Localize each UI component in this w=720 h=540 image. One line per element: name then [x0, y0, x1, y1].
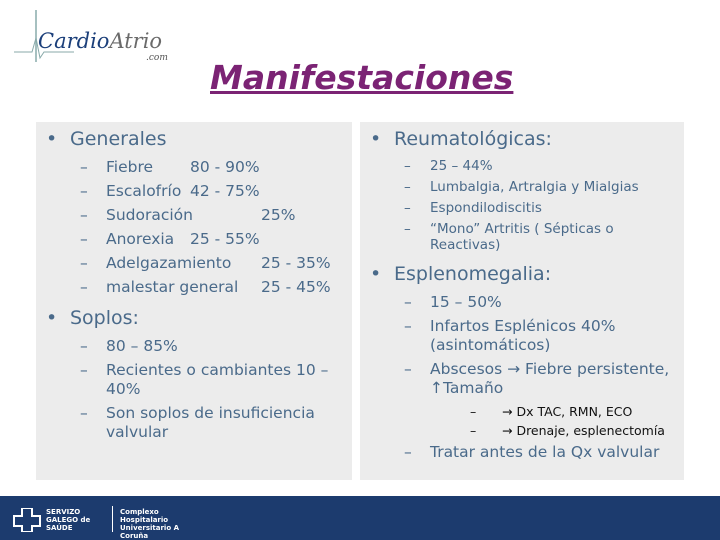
sub-value: 42 - 75% — [190, 182, 260, 200]
sub-item: Anorexia 25 - 55% — [70, 230, 346, 249]
sub-sub-item: → Dx TAC, RMN, ECO — [470, 404, 678, 419]
sub-label: Abscesos → Fiebre persistente, ↑Tamaño — [430, 360, 670, 397]
section-heading: Esplenomegalia: — [394, 263, 552, 285]
svg-text:CardioAtrio: CardioAtrio — [38, 29, 162, 53]
sub-item: Sudoración 25% — [70, 206, 346, 225]
sub-item: malestar general 25 - 45% — [70, 278, 346, 297]
sub-label: 80 – 85% — [106, 337, 178, 355]
section-heading: Reumatológicas: — [394, 128, 552, 150]
sub-label: Fiebre — [106, 158, 154, 176]
sub-item: 80 – 85% — [70, 337, 346, 356]
sub-item: Son soplos de insuficiencia valvular — [70, 404, 346, 442]
section-heading: Soplos: — [70, 307, 139, 329]
bullet-list: Generales Fiebre 80 - 90% Escalofrío 42 - 75… — [42, 128, 346, 442]
sub-item: Infartos Esplénicos 40% (asintomáticos) — [394, 317, 678, 355]
sub-item: Recientes o cambiantes 10 – 40% — [70, 361, 346, 399]
sub-label: Escalofrío — [106, 182, 182, 200]
sub-item: Fiebre 80 - 90% — [70, 158, 346, 177]
sub-item: Escalofrío 42 - 75% — [70, 182, 346, 201]
sub-value: 25 - 55% — [190, 230, 260, 248]
sub-list: 25 – 44% Lumbalgia, Artralgia y Mialgias E… — [394, 158, 678, 253]
logo: CardioAtrio .com — [14, 10, 168, 63]
sub-item: Tratar antes de la Qx valvular — [394, 443, 678, 462]
section-item: Esplenomegalia: 15 – 50% Infartos Esplénic… — [366, 263, 678, 462]
sub-label: Tratar antes de la Qx valvular — [430, 443, 660, 461]
bullet-list: Reumatológicas: 25 – 44% Lumbalgia, Artral… — [366, 128, 678, 462]
sub-item: “Mono” Artritis ( Sépticas o Reactivas) — [394, 221, 678, 253]
sub-list: Fiebre 80 - 90% Escalofrío 42 - 75% Sudoraci… — [70, 158, 346, 297]
sub-label: malestar general — [106, 278, 239, 296]
sub-label: Sudoración — [106, 206, 193, 224]
footer: SERVIZO GALEGO de SAÚDE Complexo Hospita… — [0, 496, 720, 540]
sub-item: Adelgazamiento 25 - 35% — [70, 254, 346, 273]
sub-item: 15 – 50% — [394, 293, 678, 312]
sub-label: Adelgazamiento — [106, 254, 232, 272]
sub-label: Lumbalgia, Artralgia y Mialgias — [430, 179, 639, 195]
sub-item: Espondilodiscitis — [394, 200, 678, 216]
logo-part2: Atrio — [107, 29, 162, 53]
section-item: Generales Fiebre 80 - 90% Escalofrío 42 - 75… — [42, 128, 346, 297]
sub-sub-list: → Dx TAC, RMN, ECO → Drenaje, esplenectom… — [470, 404, 678, 438]
sub-value: 25 - 35% — [261, 254, 331, 272]
sub-value: 80 - 90% — [190, 158, 260, 176]
sub-label: 15 – 50% — [430, 293, 502, 311]
sub-label: Anorexia — [106, 230, 175, 248]
sub-value: 25% — [261, 206, 296, 224]
footer-right: Complexo Hospitalario Universitario A Co… — [120, 508, 179, 540]
sub-label: Infartos Esplénicos 40% (asintomáticos) — [430, 317, 616, 354]
sub-sub-label: → Dx TAC, RMN, ECO — [502, 404, 633, 419]
sub-sub-label: → Drenaje, esplenectomía — [502, 423, 665, 438]
left-panel: Generales Fiebre 80 - 90% Escalofrío 42 - 75… — [36, 122, 352, 480]
sub-label: Espondilodiscitis — [430, 200, 542, 216]
sub-label: Recientes o cambiantes 10 – 40% — [106, 361, 329, 398]
footer-divider — [112, 506, 113, 532]
sub-item: 25 – 44% — [394, 158, 678, 174]
section-heading: Generales — [70, 128, 167, 150]
section-item: Soplos: 80 – 85% Recientes o cambiantes 10… — [42, 307, 346, 442]
title: Manifestaciones — [210, 58, 514, 97]
footer-left: SERVIZO GALEGO de SAÚDE — [46, 508, 91, 532]
sub-item: Lumbalgia, Artralgia y Mialgias — [394, 179, 678, 195]
logo-suffix: .com — [146, 53, 168, 63]
sub-label: Son soplos de insuficiencia valvular — [106, 404, 315, 441]
sub-sub-item: → Drenaje, esplenectomía — [470, 423, 678, 438]
sub-list: 80 – 85% Recientes o cambiantes 10 – 40% S… — [70, 337, 346, 442]
sub-label: 25 – 44% — [430, 158, 493, 174]
sub-item: Abscesos → Fiebre persistente, ↑Tamaño → … — [394, 360, 678, 438]
sub-list: 15 – 50% Infartos Esplénicos 40% (asintom… — [394, 293, 678, 462]
logo-part1: Cardio — [38, 29, 109, 53]
sub-value: 25 - 45% — [261, 278, 331, 296]
section-item: Reumatológicas: 25 – 44% Lumbalgia, Artral… — [366, 128, 678, 253]
sub-label: “Mono” Artritis ( Sépticas o Reactivas) — [430, 221, 614, 253]
right-panel: Reumatológicas: 25 – 44% Lumbalgia, Artral… — [360, 122, 684, 480]
footer-icon — [13, 508, 41, 532]
